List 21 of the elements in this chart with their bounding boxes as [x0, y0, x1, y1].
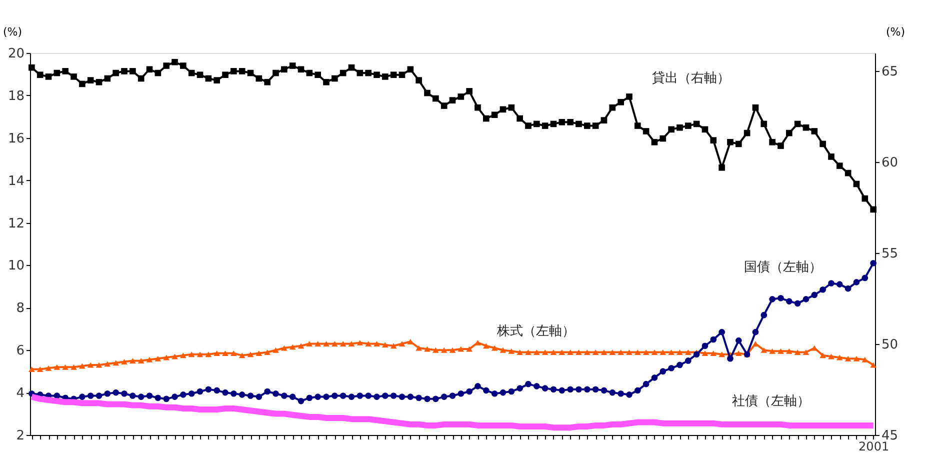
y2-tick-label: 65 [882, 64, 898, 80]
y2-tick-label: 50 [882, 338, 898, 353]
y-axis-title: (%) [2, 26, 22, 38]
y2-tick-label: 55 [882, 246, 898, 262]
y-tick-label: 14 [8, 174, 24, 189]
series-label: 株式（左軸） [496, 324, 575, 339]
x-tick-label: 2001 [858, 440, 890, 454]
y-tick-label: 20 [8, 46, 24, 62]
y2-tick-label: 60 [882, 156, 898, 171]
y-tick-label: 4 [16, 386, 24, 402]
series-label: 国債（左軸） [744, 260, 822, 275]
y-tick-label: 2 [16, 428, 24, 444]
y-tick-label: 12 [8, 216, 24, 232]
series-label: 社債（左軸） [732, 394, 810, 409]
y-tick-label: 6 [16, 344, 24, 359]
y-tick-label: 10 [8, 258, 24, 274]
y-tick-label: 8 [16, 301, 24, 316]
y-tick-label: 16 [8, 131, 24, 146]
y2-axis-title: (%) [886, 26, 906, 38]
series-label: 貸出（右軸） [652, 71, 730, 86]
y-tick-label: 18 [8, 88, 24, 104]
